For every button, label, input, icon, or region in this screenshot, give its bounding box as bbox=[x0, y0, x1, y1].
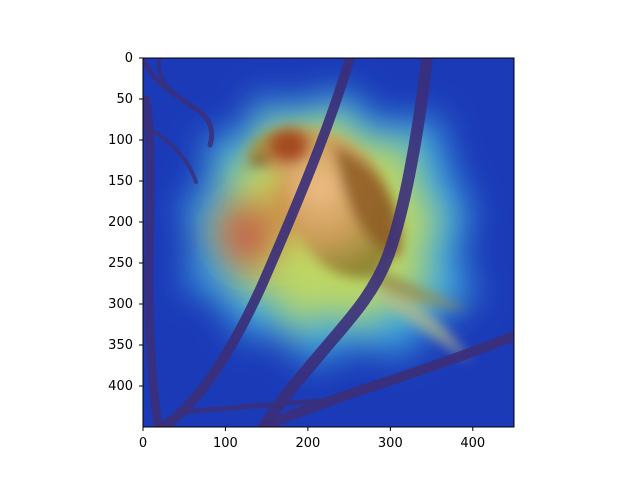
x-tick-label: 0 bbox=[139, 436, 147, 451]
x-axis: 0 100 200 300 400 bbox=[139, 427, 485, 451]
y-tick-label: 300 bbox=[108, 297, 133, 312]
y-tick-label: 0 bbox=[125, 51, 133, 66]
y-tick-label: 50 bbox=[116, 92, 133, 107]
x-tick-label: 300 bbox=[378, 436, 403, 451]
x-tick-label: 100 bbox=[213, 436, 238, 451]
plot-area bbox=[143, 58, 514, 427]
plot-frame bbox=[142, 57, 515, 428]
y-tick-label: 350 bbox=[108, 338, 133, 353]
y-tick-label: 400 bbox=[108, 379, 133, 394]
y-tick-label: 100 bbox=[108, 133, 133, 148]
x-tick-label: 200 bbox=[295, 436, 320, 451]
x-tick-label: 400 bbox=[460, 436, 485, 451]
y-axis: 0 50 100 150 200 250 300 350 400 bbox=[108, 51, 143, 394]
y-tick-label: 200 bbox=[108, 215, 133, 230]
bird bbox=[242, 127, 471, 362]
branches bbox=[143, 58, 514, 427]
y-tick-label: 250 bbox=[108, 256, 133, 271]
y-tick-label: 150 bbox=[108, 174, 133, 189]
